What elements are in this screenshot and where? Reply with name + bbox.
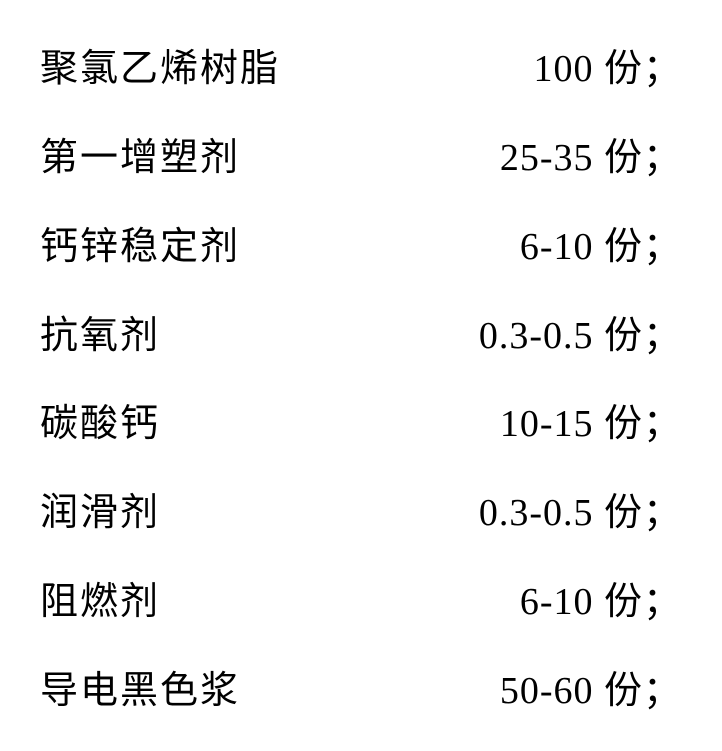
table-row: 钙锌稳定剂 6-10 份； (40, 198, 682, 287)
ingredient-amount: 6-10 份； (520, 215, 682, 270)
ingredient-name: 碳酸钙 (40, 392, 160, 447)
ingredient-name: 第一增塑剂 (40, 126, 240, 181)
ingredients-table: 聚氯乙烯树脂 100 份； 第一增塑剂 25-35 份； 钙锌稳定剂 6-10 … (40, 20, 682, 731)
table-row: 第一增塑剂 25-35 份； (40, 109, 682, 198)
table-row: 润滑剂 0.3-0.5 份； (40, 464, 682, 553)
table-row: 导电黑色浆 50-60 份； (40, 642, 682, 731)
ingredient-name: 钙锌稳定剂 (40, 215, 240, 270)
ingredient-amount: 50-60 份； (500, 659, 682, 714)
ingredient-name: 聚氯乙烯树脂 (40, 37, 280, 92)
ingredient-name: 抗氧剂 (40, 304, 160, 359)
ingredient-name: 润滑剂 (40, 481, 160, 536)
table-row: 阻燃剂 6-10 份； (40, 553, 682, 642)
table-row: 聚氯乙烯树脂 100 份； (40, 20, 682, 109)
ingredient-amount: 0.3-0.5 份； (479, 481, 682, 536)
ingredient-name: 阻燃剂 (40, 570, 160, 625)
ingredient-amount: 0.3-0.5 份； (479, 304, 682, 359)
ingredient-amount: 6-10 份； (520, 570, 682, 625)
ingredient-amount: 10-15 份； (500, 392, 682, 447)
ingredient-name: 导电黑色浆 (40, 659, 240, 714)
table-row: 碳酸钙 10-15 份； (40, 376, 682, 465)
ingredient-amount: 100 份； (533, 37, 682, 92)
ingredient-amount: 25-35 份； (500, 126, 682, 181)
table-row: 抗氧剂 0.3-0.5 份； (40, 287, 682, 376)
